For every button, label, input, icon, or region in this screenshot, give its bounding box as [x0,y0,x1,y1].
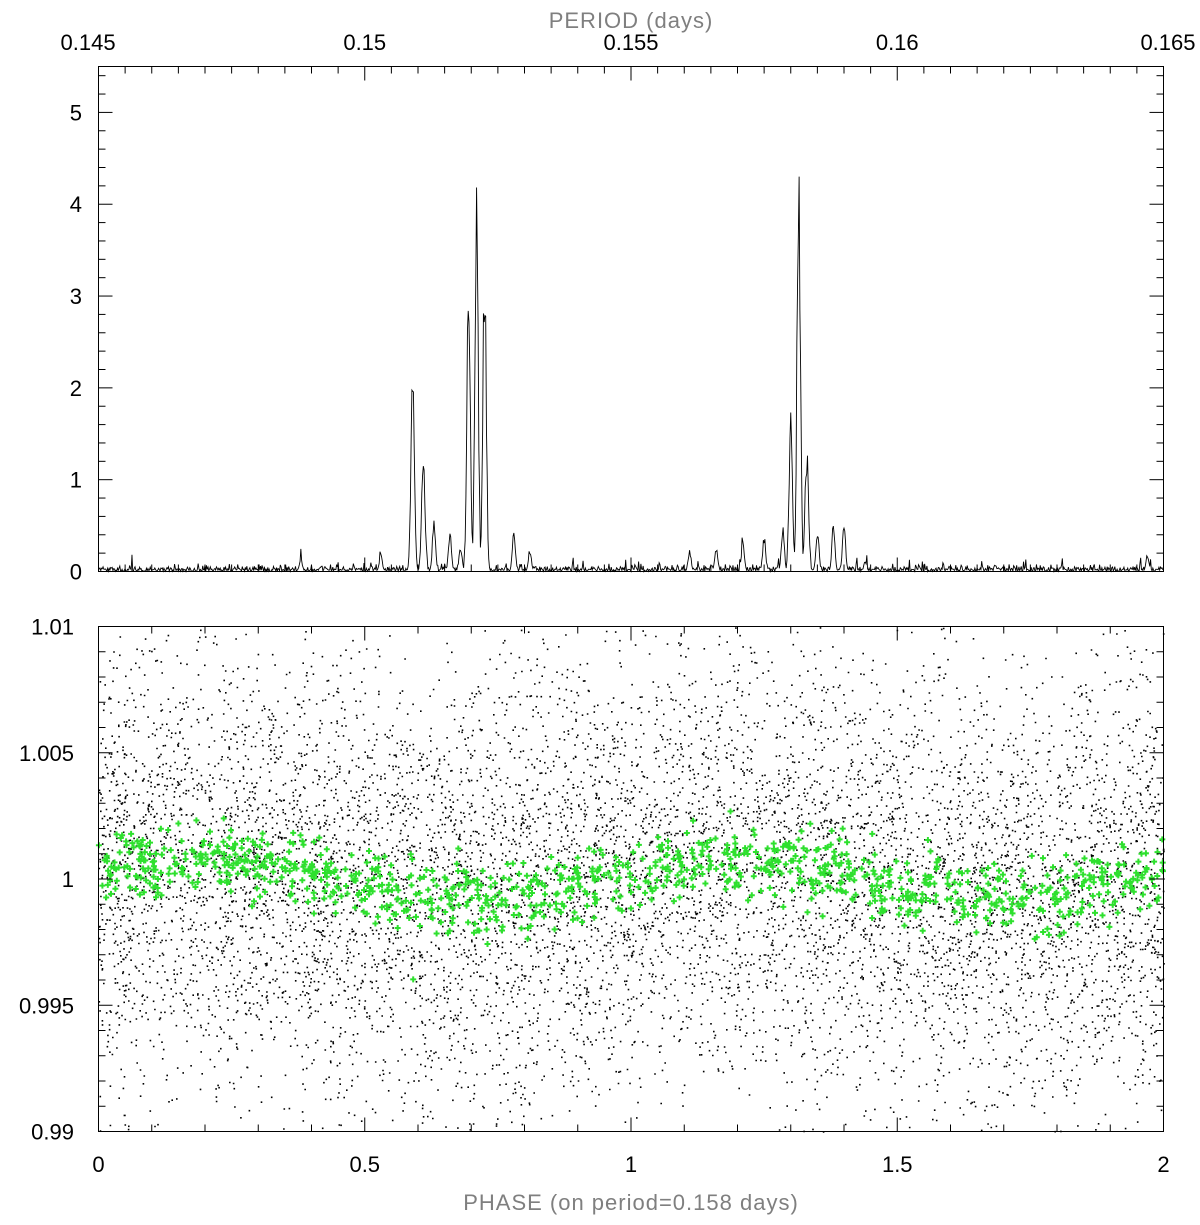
periodogram-frame [98,66,1164,572]
flux-tick-label: 1 [62,867,74,892]
power-tick-label: 0 [70,560,82,585]
period-tick-label: 0.15 [343,30,386,55]
periodogram-ticks [98,66,1164,572]
power-tick-label: 5 [70,100,82,125]
power-tick-label: 1 [70,468,82,493]
scatter-black-layer [98,627,1165,1133]
flux-tick-label: 1.005 [19,741,74,766]
power-tick-label: 4 [70,192,82,217]
power-tick-label: 3 [70,284,82,309]
power-tick-label: 2 [70,376,82,401]
periodogram-line-layer [98,176,1164,574]
periodogram-tick-labels: 0.145 0.15 0.155 0.16 0.165 0 1 2 3 4 5 [61,30,1196,585]
phase-tick-label: 2 [1157,1152,1169,1177]
phase-tick-labels: 0 0.5 1 1.5 2 0.99 0.995 1 1.005 1.01 [19,615,1170,1178]
flux-tick-label: 0.995 [19,993,74,1018]
period-axis-title: PERIOD (days) [549,8,714,33]
phase-frame [98,626,1164,1132]
flux-tick-label: 1.01 [31,615,74,640]
period-tick-label: 0.165 [1140,30,1195,55]
phase-tick-label: 0.5 [349,1152,380,1177]
period-tick-label: 0.16 [876,30,919,55]
scatter-black-points [98,627,1165,1133]
flux-tick-label: 0.99 [31,1120,74,1145]
phase-tick-label: 1.5 [882,1152,913,1177]
periodogram-panel: 0.145 0.15 0.155 0.16 0.165 0 1 2 3 4 5 PERIOD (da… [61,8,1196,585]
scatter-green-points [95,808,1166,983]
period-tick-label: 0.155 [603,30,658,55]
phase-axis-title: PHASE (on period=0.158 days) [463,1190,799,1215]
phase-panel: 0 0.5 1 1.5 2 0.99 0.995 1 1.005 1.01 PHASE (on p… [19,615,1170,1216]
period-tick-label: 0.145 [61,30,116,55]
periodogram-line [98,176,1164,574]
phase-tick-label: 1 [625,1152,637,1177]
phase-tick-label: 0 [92,1152,104,1177]
scatter-green-layer [95,808,1166,983]
